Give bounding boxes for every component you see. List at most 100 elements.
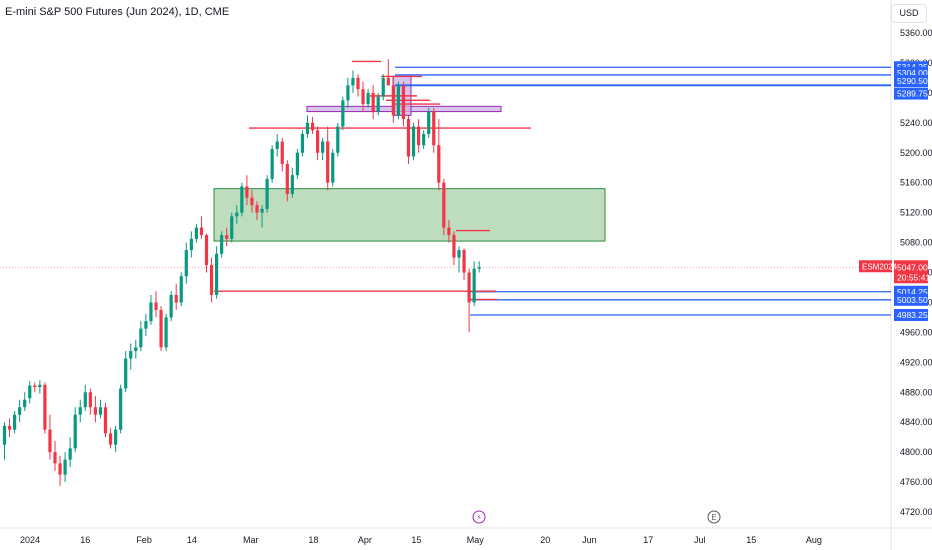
candle-body — [300, 134, 305, 153]
candle-body — [58, 463, 62, 475]
x-tick-label: 15 — [411, 535, 421, 545]
y-tick-label: 4720.00 — [900, 507, 932, 517]
price-level-tag-label: 5014.25 — [897, 287, 928, 297]
candle-body — [331, 152, 335, 183]
candle-body — [477, 267, 481, 269]
candle-body — [164, 317, 168, 348]
candle-body — [124, 358, 128, 389]
y-tick-label: 4880.00 — [900, 387, 932, 397]
candle-body — [280, 141, 284, 164]
candle-body — [179, 276, 183, 303]
candle-body — [452, 235, 456, 258]
candle-body — [63, 459, 67, 475]
y-tick-label: 4960.00 — [900, 327, 932, 337]
current-price-value: 5047.00 — [897, 262, 928, 272]
candle-body — [270, 149, 274, 179]
candle-body — [28, 385, 32, 399]
candle-body — [346, 85, 350, 101]
x-tick-label: 2024 — [20, 535, 40, 545]
x-tick-label: Apr — [358, 535, 372, 545]
dividend-icon-glyph: ⚡ — [476, 513, 482, 522]
candle-body — [386, 77, 390, 86]
candle-body — [154, 302, 158, 310]
candle-body — [215, 253, 219, 295]
candle-body — [275, 141, 279, 150]
price-level-tag-label: 5289.75 — [897, 89, 928, 99]
candle-body — [305, 122, 310, 135]
y-tick-label: 5200.00 — [900, 148, 932, 158]
candle-body — [427, 111, 431, 135]
candle-body — [376, 96, 380, 112]
candle-body — [204, 235, 209, 266]
candle-body — [43, 384, 47, 430]
candle-body — [53, 452, 57, 464]
candle-body — [381, 77, 385, 97]
candle-body — [361, 89, 365, 105]
x-tick-label: 18 — [308, 535, 318, 545]
y-tick-label: 5160.00 — [900, 178, 932, 188]
candle-body — [472, 268, 476, 303]
candle-body — [88, 392, 92, 408]
candle-body — [437, 145, 441, 183]
candle-body — [209, 265, 214, 295]
symbol-tag-label: ESM2024 — [862, 262, 898, 271]
dividend-icon — [472, 510, 486, 524]
candle-body — [98, 407, 103, 415]
x-tick-label: May — [467, 535, 485, 545]
x-tick-label: 16 — [80, 535, 90, 545]
candle-body — [240, 186, 244, 213]
y-tick-label: 4800.00 — [900, 447, 932, 457]
candle-body — [134, 347, 138, 352]
candle-body — [356, 77, 360, 90]
price-level-tag-label: 5304.00 — [897, 68, 928, 78]
candle-body — [417, 126, 421, 146]
candle-body — [48, 429, 52, 453]
candle-body — [199, 227, 204, 236]
candle-body — [139, 328, 143, 348]
candle-body — [366, 92, 370, 105]
candle-body — [189, 238, 193, 251]
candle-body — [310, 122, 315, 131]
currency-button[interactable]: USD — [891, 4, 927, 23]
candle-body — [38, 384, 42, 388]
candle-body — [73, 414, 77, 449]
price-level-tag-label: 5290.50 — [897, 76, 928, 86]
candle-body — [406, 119, 411, 157]
candle-body — [2, 425, 7, 445]
candle-body — [93, 407, 97, 415]
candle-body — [316, 130, 320, 153]
candle-body — [23, 399, 27, 408]
candle-body — [250, 197, 254, 206]
candle-body — [341, 100, 345, 127]
candle-body — [68, 448, 72, 460]
candle-body — [184, 250, 188, 277]
candle-body — [467, 272, 471, 303]
candle-body — [235, 212, 239, 217]
candle-body — [265, 178, 269, 209]
candle-body — [7, 425, 12, 430]
candle-body — [174, 294, 178, 303]
earnings-icon — [707, 510, 721, 524]
candle-body — [220, 235, 224, 254]
candle-body — [396, 85, 400, 116]
candle-body — [290, 175, 294, 194]
chart-title: E-mini S&P 500 Futures (Jun 2024), 1D, C… — [5, 6, 230, 18]
current-price-tag — [894, 260, 928, 284]
candle-body — [194, 227, 198, 239]
y-tick-label: 4840.00 — [900, 417, 932, 427]
candle-body — [391, 85, 395, 116]
earnings-icon-glyph: E — [711, 513, 716, 522]
price-level-tag — [894, 75, 928, 88]
y-tick-label: 4760.00 — [900, 477, 932, 487]
candle-body — [411, 126, 416, 157]
price-level-tag — [894, 308, 928, 321]
candle-body — [103, 407, 108, 434]
candle-body — [18, 407, 22, 415]
countdown-timer: 20:55:41 — [897, 272, 930, 282]
candle-body — [119, 388, 123, 430]
x-tick-label: Feb — [136, 535, 152, 545]
candle-body — [144, 321, 148, 329]
candle-body — [33, 385, 37, 388]
x-tick-label: Aug — [806, 535, 822, 545]
